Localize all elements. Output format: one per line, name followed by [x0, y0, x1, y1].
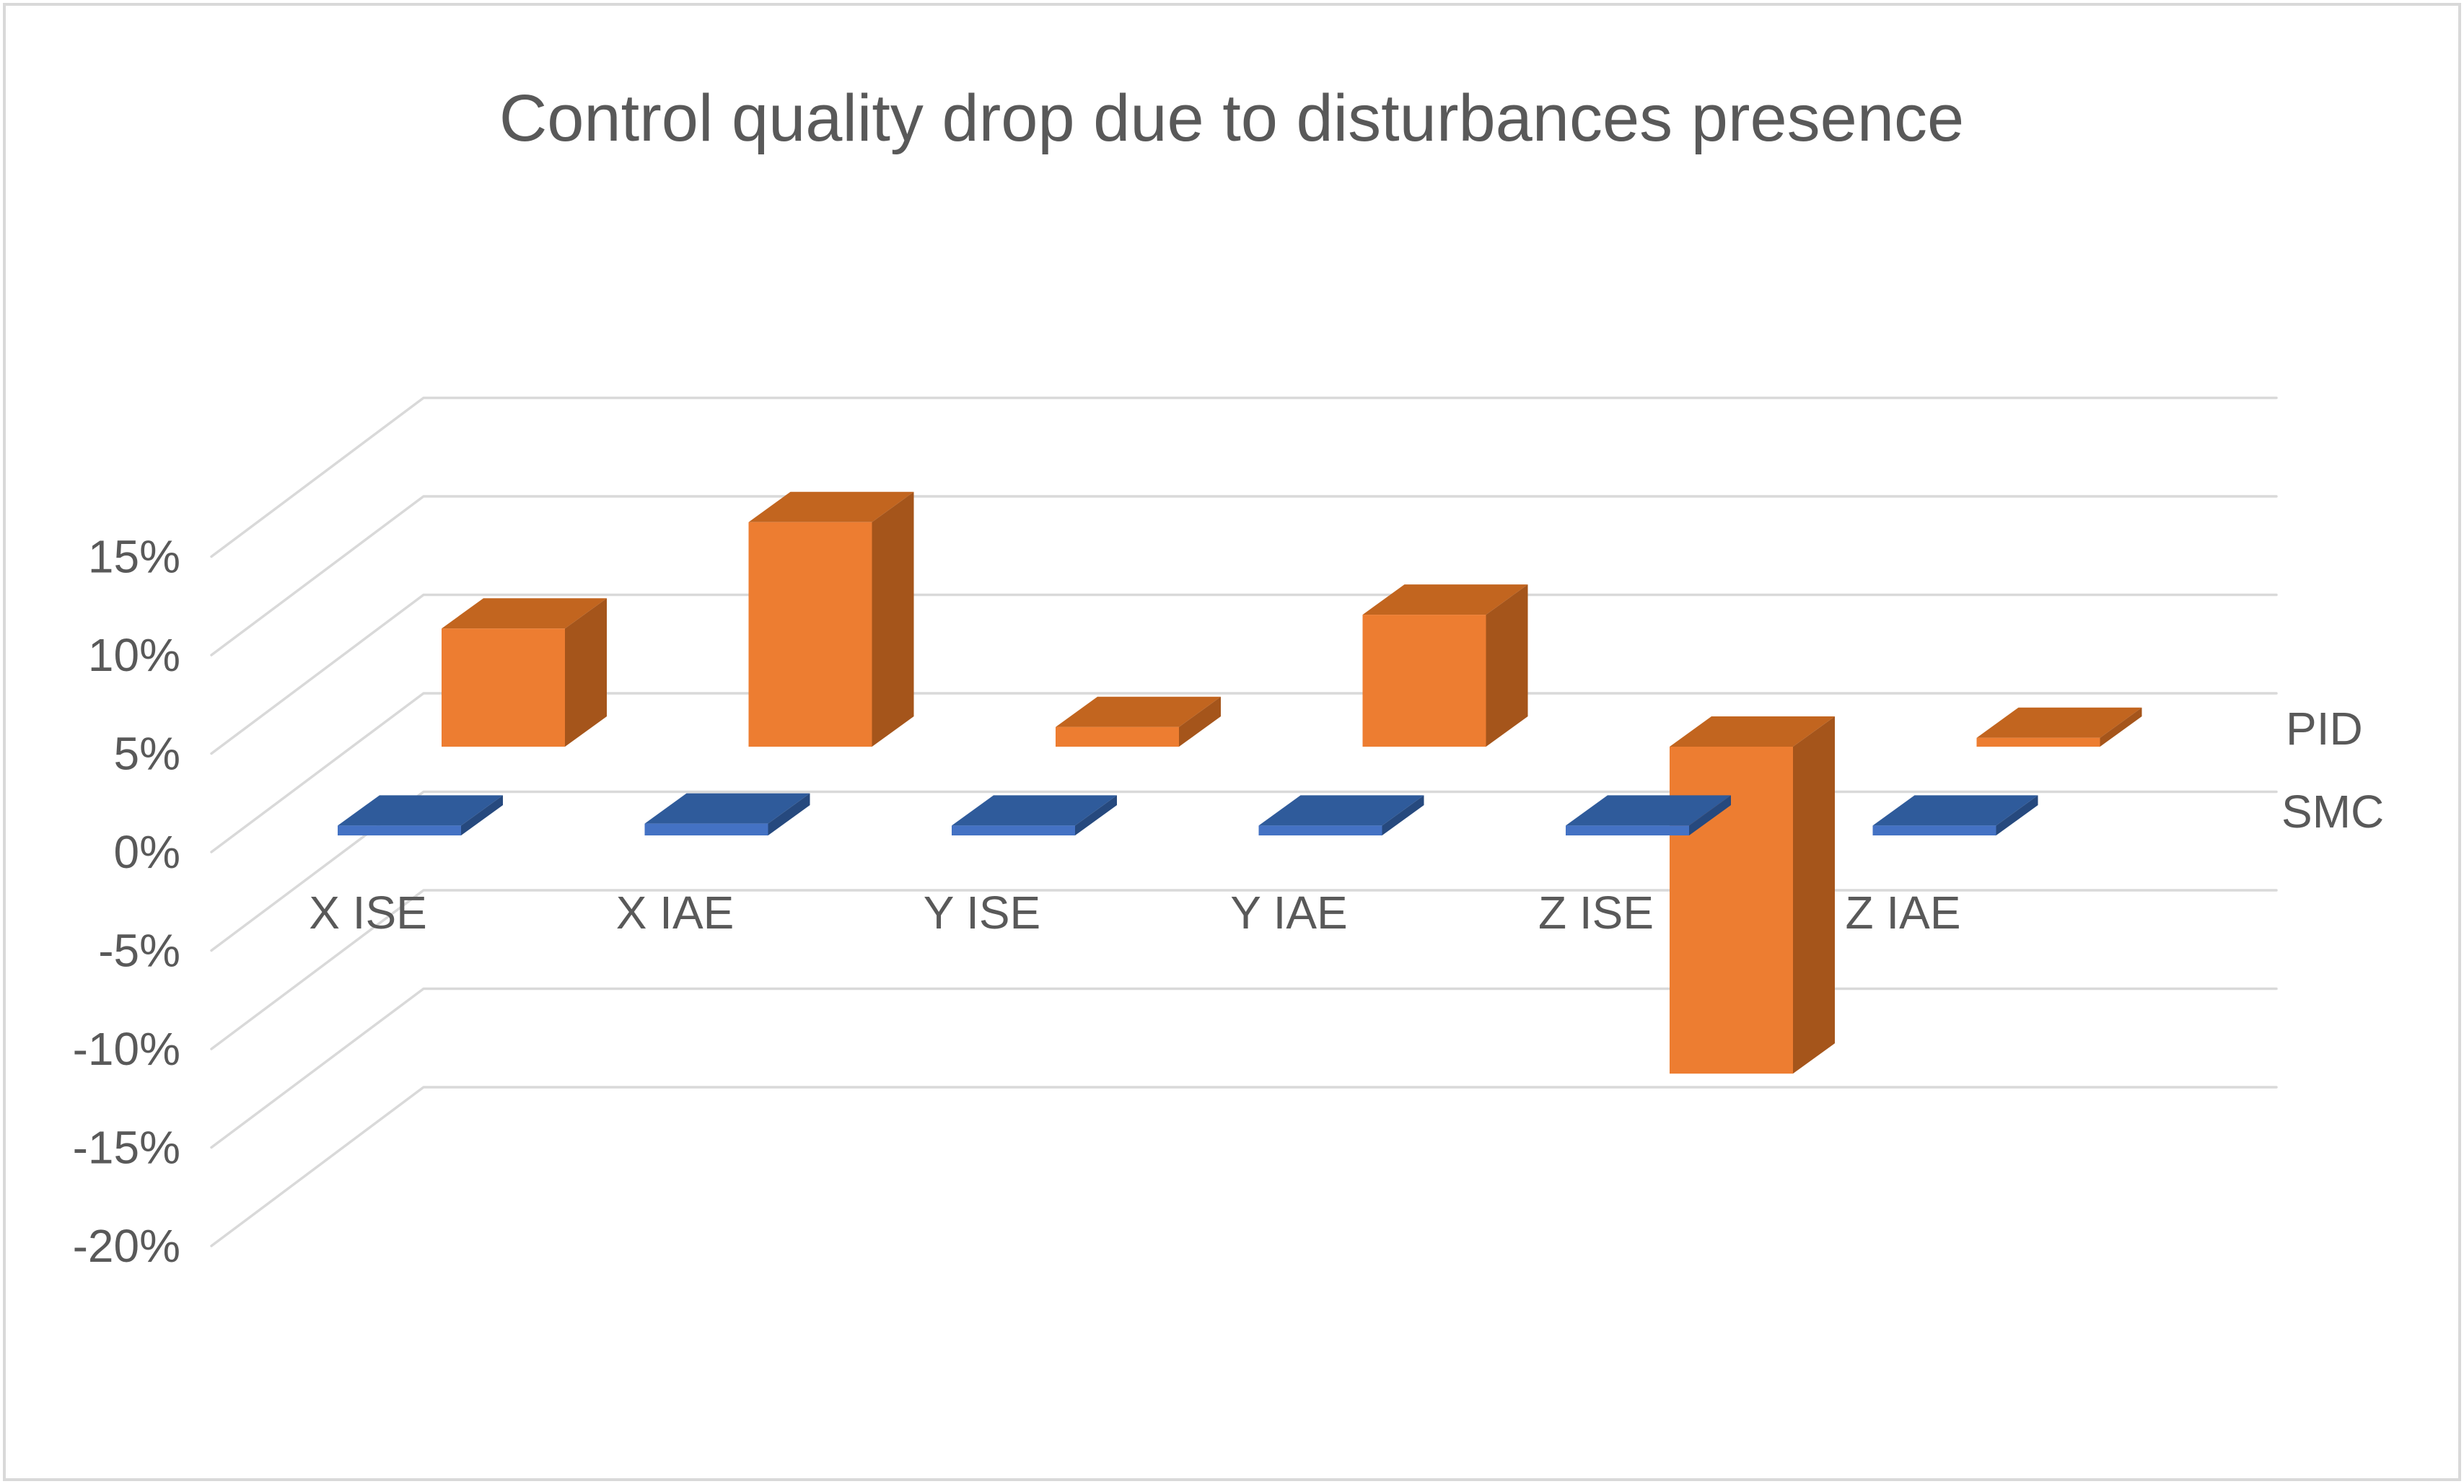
- chart-title: Control quality drop due to disturbances…: [499, 82, 1964, 155]
- bar-pid-z-iae-front-face: [1976, 737, 2100, 747]
- bar-smc-x-iae: [644, 793, 810, 835]
- gridlines: [210, 396, 2278, 1247]
- bar-smc-z-ise-top-face: [1566, 795, 1731, 826]
- bar-pid-y-iae-front-face: [1362, 615, 1486, 747]
- bar-smc-z-iae-top-face: [1872, 795, 2038, 826]
- bar-smc-y-iae-top-face: [1258, 795, 1424, 826]
- bar-smc-y-ise-side-face: [1075, 795, 1117, 835]
- bar-smc-x-iae-front-face: [644, 823, 768, 835]
- bar-pid-y-ise-front-face: [1056, 726, 1179, 747]
- category-label-x-ise: X ISE: [309, 887, 427, 939]
- bar-smc-y-iae: [1258, 795, 1424, 835]
- bar-pid-z-iae-side-face: [2100, 707, 2142, 747]
- bar-smc-z-ise-side-face: [1689, 795, 1731, 835]
- bar-smc-x-iae-top-face: [644, 793, 810, 824]
- bar-pid-x-ise-front-face: [442, 628, 565, 747]
- bar-smc-y-iae-side-face: [1382, 795, 1424, 835]
- bar-pid-z-ise-top-face: [1670, 716, 1835, 747]
- series-label-pid: PID: [2286, 703, 2363, 755]
- bar-smc-y-ise-top-face: [952, 795, 1117, 826]
- bar-pid-x-ise-side-face: [565, 598, 607, 747]
- y-tick-label--15-: -15%: [73, 1122, 180, 1174]
- gridline-15-: [210, 396, 2278, 558]
- bar-pid-x-iae-top-face: [748, 491, 914, 522]
- gridline--10-: [210, 889, 2278, 1050]
- bar-smc-z-iae: [1872, 795, 2038, 835]
- y-tick-label-5-: 5%: [114, 728, 181, 780]
- y-tick-label--5-: -5%: [98, 925, 180, 977]
- y-tick-label--20-: -20%: [73, 1220, 180, 1272]
- bar-smc-x-ise-side-face: [461, 795, 503, 835]
- category-label-x-iae: X IAE: [616, 887, 735, 939]
- y-tick-label-15-: 15%: [88, 531, 180, 583]
- bar-pid-y-iae: [1362, 584, 1528, 747]
- bar-pid-y-iae-top-face: [1362, 584, 1528, 615]
- bar-pid-z-iae: [1976, 707, 2142, 747]
- bar-pid-z-ise: [1670, 716, 1835, 1074]
- bar-pid-x-ise: [442, 598, 607, 747]
- bar-smc-x-ise-top-face: [338, 795, 503, 826]
- axis-labels: 15% 10% 5% 0% -5% -10% -15% -20% X ISE X IAE Y ISE…: [73, 531, 1961, 1273]
- chart-border: [3, 3, 2461, 1481]
- bar-pid-y-ise-top-face: [1056, 696, 1221, 727]
- category-label-z-iae: Z IAE: [1845, 887, 1960, 939]
- category-label-y-iae: Y IAE: [1230, 887, 1347, 939]
- category-label-y-ise: Y ISE: [924, 887, 1040, 939]
- bar-smc-y-ise: [952, 795, 1117, 835]
- series-label-smc: SMC: [2281, 786, 2384, 838]
- y-tick-label--10-: -10%: [73, 1023, 180, 1075]
- bar-pid-x-iae-front-face: [748, 522, 872, 747]
- bar-pid-y-iae-side-face: [1486, 584, 1528, 747]
- bar-pid-z-ise-side-face: [1793, 716, 1835, 1074]
- gridline--20-: [210, 1086, 2278, 1247]
- category-label-z-ise: Z ISE: [1538, 887, 1654, 939]
- bar-smc-z-ise: [1566, 795, 1731, 835]
- bar-smc-y-iae-front-face: [1258, 825, 1382, 835]
- bar-smc-z-iae-front-face: [1872, 825, 1996, 835]
- gridline-0-: [210, 692, 2278, 853]
- bar-smc-x-ise-front-face: [338, 825, 461, 835]
- bar-smc-z-ise-front-face: [1566, 825, 1689, 835]
- bar-smc-x-iae-side-face: [768, 793, 810, 835]
- bar-pid-x-ise-top-face: [442, 598, 607, 629]
- gridline--15-: [210, 987, 2278, 1149]
- y-tick-label-10-: 10%: [88, 629, 180, 681]
- bar-smc-y-ise-front-face: [952, 825, 1075, 835]
- gridline-5-: [210, 593, 2278, 755]
- bar-pid-x-iae: [748, 491, 914, 747]
- bar-pid-y-ise: [1056, 696, 1221, 747]
- gridline--5-: [210, 790, 2278, 952]
- bar-pid-x-iae-side-face: [872, 491, 914, 747]
- bars: [338, 491, 2142, 1074]
- bar-smc-x-ise: [338, 795, 503, 835]
- bar-pid-y-ise-side-face: [1179, 696, 1221, 747]
- gridline-10-: [210, 495, 2278, 657]
- bar-pid-z-iae-top-face: [1976, 707, 2142, 738]
- bar-smc-z-iae-side-face: [1996, 795, 2038, 835]
- y-tick-label-0-: 0%: [114, 826, 181, 878]
